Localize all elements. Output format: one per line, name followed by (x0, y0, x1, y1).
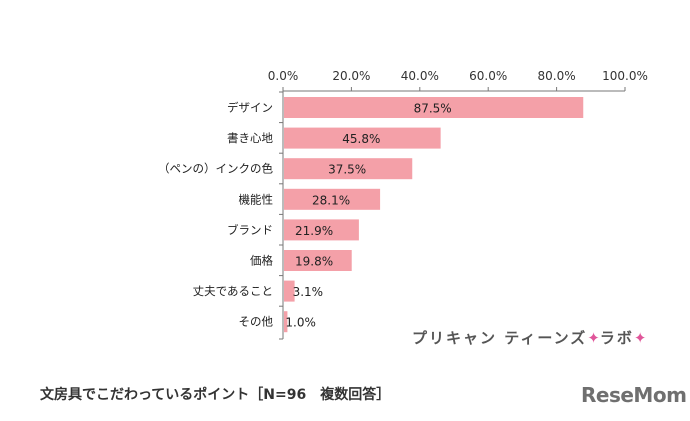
x-tick-label: 80.0% (538, 69, 576, 83)
data-label: 28.1% (312, 193, 350, 207)
bar (284, 158, 413, 180)
bar (284, 311, 288, 333)
bar (284, 188, 381, 210)
category-label: 丈夫であること (193, 284, 273, 298)
star-icon: ✦ (587, 329, 600, 347)
x-axis: 0.0% 20.0% 40.0% 60.0% 80.0% 100.0% (268, 69, 648, 92)
data-label: 3.1% (293, 285, 324, 299)
x-tick-label: 40.0% (401, 69, 439, 83)
x-tick-label: 60.0% (469, 69, 507, 83)
category-label: 機能性 (239, 192, 274, 206)
brand-label: プリキャン ティーンズ✦ラボ✦ (412, 327, 646, 348)
bar (284, 219, 359, 241)
bar (284, 280, 295, 302)
resemom-logo: ReseMom (581, 383, 687, 407)
bar (284, 127, 441, 149)
data-label: 87.5% (414, 102, 452, 116)
brand-text-teens: プリキャン ティーンズ (412, 329, 588, 347)
category-label: 書き心地 (227, 131, 273, 145)
category-label: デザイン (227, 101, 273, 115)
category-label: ブランド (227, 223, 273, 237)
data-label: 45.8% (342, 132, 380, 146)
x-tick-label: 0.0% (268, 69, 299, 83)
bar (284, 250, 352, 271)
bar (284, 97, 584, 118)
category-label: 価格 (250, 254, 273, 268)
data-label: 21.9% (295, 224, 333, 238)
data-label: 1.0% (285, 316, 316, 330)
data-label: 19.8% (295, 255, 333, 269)
x-tick-label: 20.0% (332, 69, 370, 83)
chart-caption: 文房具でこだわっているポイント［N=96 複数回答］ (40, 387, 391, 403)
brand-text-labo: ラボ (599, 329, 634, 347)
category-label: （ペンの）インクの色 (158, 162, 273, 176)
category-label: その他 (239, 315, 274, 329)
data-label: 37.5% (328, 163, 366, 177)
x-tick-label: 100.0% (602, 69, 648, 83)
star-icon: ✦ (633, 329, 647, 347)
bars-group: 87.5% 45.8% 37.5% 28.1% 21.9% 19.8% 3.1% 1.0% (284, 97, 584, 333)
